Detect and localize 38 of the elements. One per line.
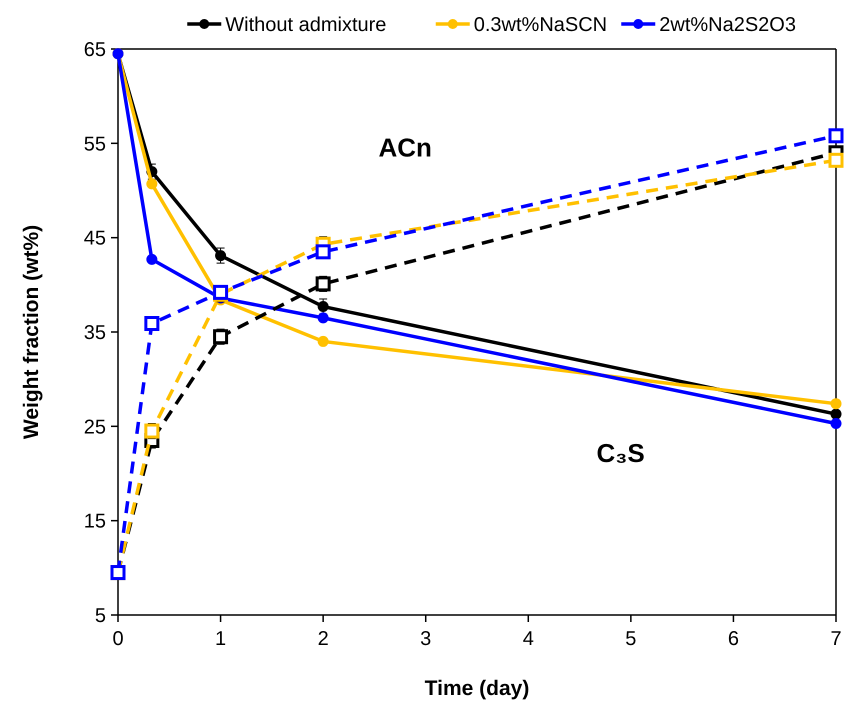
point — [316, 244, 331, 260]
x-tick-label: 7 — [830, 628, 842, 650]
x-tick-label: 1 — [215, 628, 226, 650]
annotation: C₃S — [596, 438, 645, 468]
point — [318, 312, 329, 324]
x-axis-title: Time (day) — [424, 677, 530, 700]
point — [213, 329, 228, 344]
y-tick-label: 15 — [84, 510, 106, 533]
point — [316, 276, 331, 292]
point — [318, 301, 329, 312]
point — [146, 254, 158, 265]
point — [144, 316, 160, 332]
x-tick-label: 2 — [318, 628, 329, 650]
point — [144, 424, 160, 439]
x-tick-label: 0 — [112, 628, 124, 650]
legend-label: Without admixture — [225, 14, 386, 36]
point — [318, 336, 329, 347]
x-tick-label: 4 — [522, 628, 534, 650]
x-tick-label: 3 — [420, 628, 432, 650]
y-tick-label: 25 — [84, 416, 106, 438]
y-tick-label: 65 — [84, 39, 106, 61]
y-axis-title: Weight fraction (wt%) — [20, 224, 43, 440]
y-tick-label: 35 — [84, 322, 106, 344]
point — [828, 128, 844, 144]
point — [215, 250, 226, 262]
x-tick-label: 5 — [625, 628, 636, 650]
x-tick-label: 6 — [728, 628, 739, 650]
point — [830, 398, 842, 410]
legend-label: 0.3wt%NaSCN — [474, 14, 608, 36]
point — [828, 152, 844, 168]
legend-label: 2wt%Na2S2O3 — [659, 14, 796, 36]
point — [146, 178, 158, 190]
y-tick-label: 45 — [84, 228, 106, 250]
y-tick-label: 5 — [94, 605, 106, 627]
y-tick-label: 55 — [84, 133, 106, 156]
point — [830, 408, 842, 420]
annotation: ACn — [378, 132, 432, 163]
point — [830, 418, 842, 430]
